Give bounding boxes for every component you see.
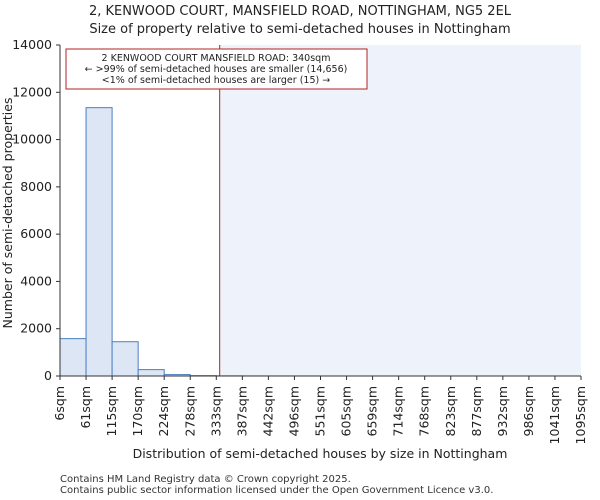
annotation-line-1: 2 KENWOOD COURT MANSFIELD ROAD: 340sqm [102, 53, 331, 64]
chart-title: 2, KENWOOD COURT, MANSFIELD ROAD, NOTTIN… [89, 4, 512, 19]
x-tick-label: 387sqm [234, 386, 249, 436]
annotation-line-3: <1% of semi-detached houses are larger (… [102, 75, 330, 86]
x-tick-label: 659sqm [365, 386, 380, 436]
x-tick-label: 714sqm [391, 386, 406, 436]
x-tick-label: 1095sqm [573, 386, 588, 444]
y-tick-label: 10000 [12, 132, 52, 147]
bar-170sqm [137, 369, 165, 377]
x-tick-label: 823sqm [443, 386, 458, 436]
histogram-chart: 2, KENWOOD COURT, MANSFIELD ROAD, NOTTIN… [0, 4, 588, 461]
x-tick-label: 932sqm [495, 386, 510, 436]
x-tick-label: 877sqm [469, 386, 484, 436]
y-tick-label: 8000 [20, 179, 52, 194]
y-tick-label: 6000 [20, 226, 52, 241]
bar-6sqm [59, 338, 87, 377]
x-tick-label: 115sqm [104, 386, 119, 436]
x-tick-label: 6sqm [52, 386, 67, 421]
y-tick-label: 4000 [20, 273, 52, 288]
x-tick-label: 605sqm [339, 386, 354, 436]
y-tick-label: 12000 [12, 84, 52, 99]
x-tick-label: 333sqm [208, 386, 223, 436]
x-tick-labels: 6sqm 61sqm 115sqm 170sqm 224sqm 278sqm 333sqm 3… [52, 386, 588, 444]
y-axis-label: Number of semi-detached properties [0, 98, 15, 329]
y-tick-label: 14000 [12, 37, 52, 52]
x-tick-label: 170sqm [130, 386, 145, 436]
y-tick-label: 0 [44, 368, 52, 383]
x-tick-label: 442sqm [260, 386, 275, 436]
x-tick-label: 61sqm [78, 386, 93, 429]
x-tick-label: 551sqm [313, 386, 328, 436]
x-axis-label: Distribution of semi-detached houses by … [133, 446, 508, 461]
larger-properties-region [219, 45, 581, 376]
x-tick-label: 224sqm [156, 386, 171, 436]
axes-group [56, 44, 582, 380]
y-tick-label: 2000 [20, 321, 52, 336]
y-tick-labels: 0 2000 4000 6000 8000 10000 12000 14000 [12, 37, 52, 383]
x-tick-label: 986sqm [521, 386, 536, 436]
annotation-box [65, 48, 368, 90]
bar-61sqm [85, 107, 113, 377]
x-tick-label: 278sqm [182, 386, 197, 436]
annotation-line-2: ← >99% of semi-detached houses are small… [85, 64, 348, 75]
x-tick-label: 496sqm [286, 386, 301, 436]
x-tick-label: 768sqm [417, 386, 432, 436]
x-tick-label: 1041sqm [547, 386, 562, 444]
bar-115sqm [111, 341, 139, 377]
footer-line-2: Contains public sector information licen… [60, 485, 494, 496]
chart-subtitle: Size of property relative to semi-detach… [89, 22, 510, 37]
footer-line-1: Contains HM Land Registry data © Crown c… [60, 474, 351, 485]
